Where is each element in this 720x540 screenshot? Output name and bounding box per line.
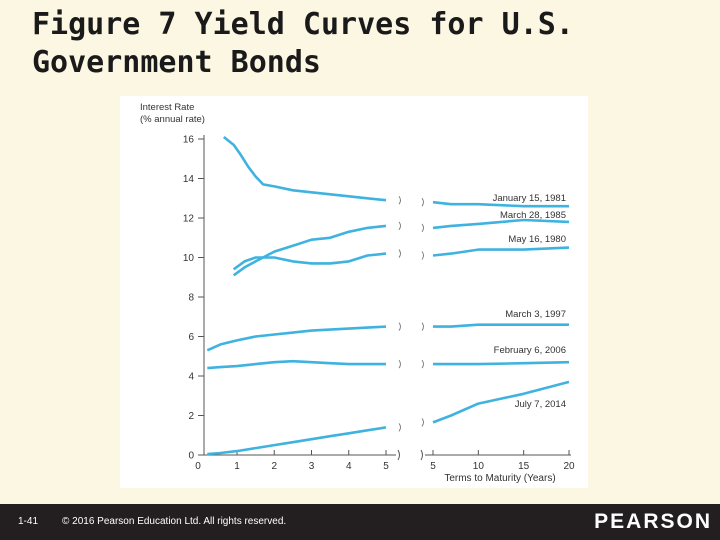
x-tick-label: 0	[195, 461, 201, 472]
series-line-left	[232, 252, 387, 271]
series-line-right	[432, 200, 569, 208]
x-tick-label: 2	[271, 461, 277, 472]
pearson-logo: PEARSON	[594, 510, 712, 533]
x-tick-label: 10	[473, 461, 485, 472]
x-tick-label: 1	[234, 461, 240, 472]
series-break-mark	[421, 223, 424, 233]
y-tick-label: 6	[188, 332, 194, 343]
series-break-mark	[421, 197, 424, 207]
series-label: March 3, 1997	[505, 309, 566, 320]
y-tick-label: 4	[188, 372, 194, 383]
y-tick-label: 16	[183, 135, 195, 146]
y-tick-label: 0	[188, 451, 194, 462]
series-break-mark	[421, 322, 424, 331]
x-tick-label: 15	[518, 461, 530, 472]
series-line-right	[433, 323, 569, 328]
series-line-right	[433, 360, 570, 366]
x-tick-label: 4	[346, 461, 352, 472]
series-label: January 15, 1981	[493, 193, 566, 204]
copyright-notice: © 2016 Pearson Education Ltd. All rights…	[62, 516, 287, 527]
x-tick-label: 3	[309, 461, 315, 472]
y-axis-label-line: (% annual rate)	[140, 114, 205, 125]
x-axis-label: Terms to Maturity (Years)	[444, 473, 555, 484]
series-break-mark	[398, 221, 401, 231]
series-line-left	[206, 325, 387, 352]
yield-curve-chart: Interest Rate (% annual rate) 0 2 4 6 8 10 12 14 1…	[120, 96, 588, 488]
series-break-mark	[421, 251, 424, 260]
series-line-left	[207, 359, 386, 370]
series-line-left	[207, 426, 387, 456]
series-break-mark	[398, 249, 401, 258]
series-label: May 16, 1980	[508, 234, 566, 245]
series-break-mark	[398, 359, 401, 369]
series-line-right	[432, 246, 570, 257]
y-tick-label: 2	[188, 411, 194, 422]
x-axis-break-mark	[397, 449, 400, 461]
series-line-left	[222, 135, 387, 202]
y-tick-label: 12	[183, 214, 195, 225]
series-label: July 7, 2014	[515, 399, 566, 410]
x-axis-break-mark	[420, 449, 423, 461]
chart-svg: Interest Rate(% annual rate)024681012141…	[140, 102, 575, 484]
series-break-mark	[421, 359, 424, 369]
series-line-right	[432, 380, 570, 424]
series-line-left	[232, 224, 387, 277]
series-break-mark	[398, 322, 401, 331]
x-tick-label: 5	[383, 461, 389, 472]
slide-footer: 1-41 © 2016 Pearson Education Ltd. All r…	[0, 504, 720, 540]
slide-number: 1-41	[18, 516, 39, 527]
y-tick-label: 10	[183, 253, 195, 264]
y-axis-label-line: Interest Rate	[140, 102, 194, 113]
x-tick-label: 5	[430, 461, 436, 472]
series-label: February 6, 2006	[494, 345, 566, 356]
series-break-mark	[398, 195, 401, 205]
y-tick-label: 8	[188, 293, 194, 304]
slide-title: Figure 7 Yield Curves for U.S. Governmen…	[32, 7, 574, 80]
series-break-mark	[398, 423, 401, 432]
series-label: March 28, 1985	[500, 210, 566, 221]
series-line-right	[432, 218, 570, 230]
y-tick-label: 14	[183, 174, 195, 185]
x-tick-label: 20	[563, 461, 575, 472]
series-break-mark	[421, 418, 424, 427]
